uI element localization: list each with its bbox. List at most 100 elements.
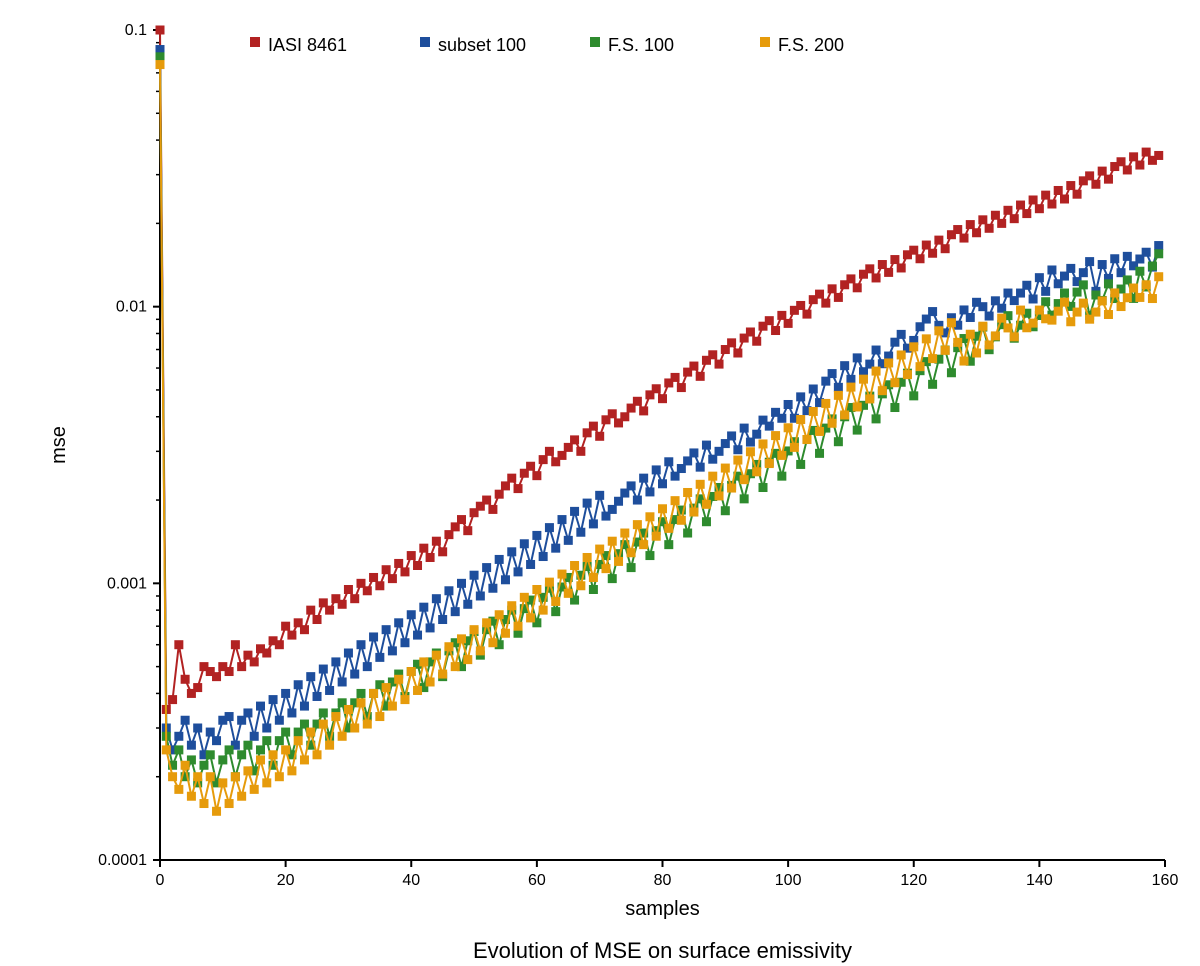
series-marker [212,736,221,745]
series-marker [922,241,931,250]
legend-swatch [250,37,260,47]
series-marker [514,567,523,576]
series-marker [338,600,347,609]
series-marker [1047,265,1056,274]
series-marker [319,708,328,717]
series-marker [174,785,183,794]
series-marker [325,686,334,695]
series-marker [432,651,441,660]
series-marker [294,728,303,737]
series-marker [206,772,215,781]
series-marker [1135,161,1144,170]
series-marker [840,410,849,419]
series-marker [520,593,529,602]
series-marker [934,326,943,335]
series-marker [1148,261,1157,270]
series-marker [256,755,265,764]
series-marker [721,464,730,473]
series-marker [199,761,208,770]
series-marker [828,419,837,428]
series-marker [514,622,523,631]
series-marker [903,370,912,379]
series-marker [338,732,347,741]
series-marker [740,475,749,484]
series-marker [243,766,252,775]
series-marker [495,610,504,619]
series-marker [589,519,598,528]
series-marker [350,723,359,732]
series-marker [463,600,472,609]
series-marker [470,625,479,634]
series-marker [243,741,252,750]
series-marker [363,586,372,595]
series-marker [174,640,183,649]
series-marker [1035,306,1044,315]
series-marker [765,316,774,325]
legend-label: subset 100 [438,35,526,55]
xtick-label: 80 [654,872,672,889]
series-marker [545,447,554,456]
series-marker [614,497,623,506]
series-marker [696,463,705,472]
legend-swatch [760,37,770,47]
series-marker [300,625,309,634]
series-marker [438,670,447,679]
series-marker [1073,190,1082,199]
ytick-label: 0.0001 [98,852,147,869]
series-marker [262,736,271,745]
series-marker [702,441,711,450]
series-marker [595,432,604,441]
series-marker [570,507,579,516]
series-marker [156,52,165,61]
series-marker [583,499,592,508]
series-marker [928,354,937,363]
series-marker [400,638,409,647]
series-marker [759,483,768,492]
series-marker [966,220,975,229]
series-marker [897,330,906,339]
series-marker [777,311,786,320]
series-marker [972,349,981,358]
series-marker [771,431,780,440]
series-marker [1079,268,1088,277]
series-marker [677,383,686,392]
series-marker [444,530,453,539]
series-marker [727,484,736,493]
series-marker [576,528,585,537]
series-marker [733,445,742,454]
series-marker [457,515,466,524]
series-marker [966,313,975,322]
series-marker [1022,281,1031,290]
series-marker [608,574,617,583]
series-marker [872,367,881,376]
series-marker [941,346,950,355]
y-axis-label: mse [48,426,70,464]
xtick-label: 40 [402,872,420,889]
series-marker [1079,299,1088,308]
series-marker [1129,152,1138,161]
series-marker [576,581,585,590]
series-marker [884,268,893,277]
series-marker [802,310,811,319]
series-marker [828,284,837,293]
series-marker [784,319,793,328]
series-marker [181,675,190,684]
series-marker [501,575,510,584]
series-marker [645,551,654,560]
series-marker [558,451,567,460]
series-marker [1054,279,1063,288]
series-marker [501,629,510,638]
series-marker [746,447,755,456]
series-marker [1016,201,1025,210]
series-marker [790,443,799,452]
series-marker [218,778,227,787]
series-marker [696,480,705,489]
series-marker [865,264,874,273]
series-marker [1091,180,1100,189]
series-marker [250,657,259,666]
series-marker [865,394,874,403]
series-marker [551,607,560,616]
series-marker [262,649,271,658]
series-marker [765,422,774,431]
series-marker [872,346,881,355]
